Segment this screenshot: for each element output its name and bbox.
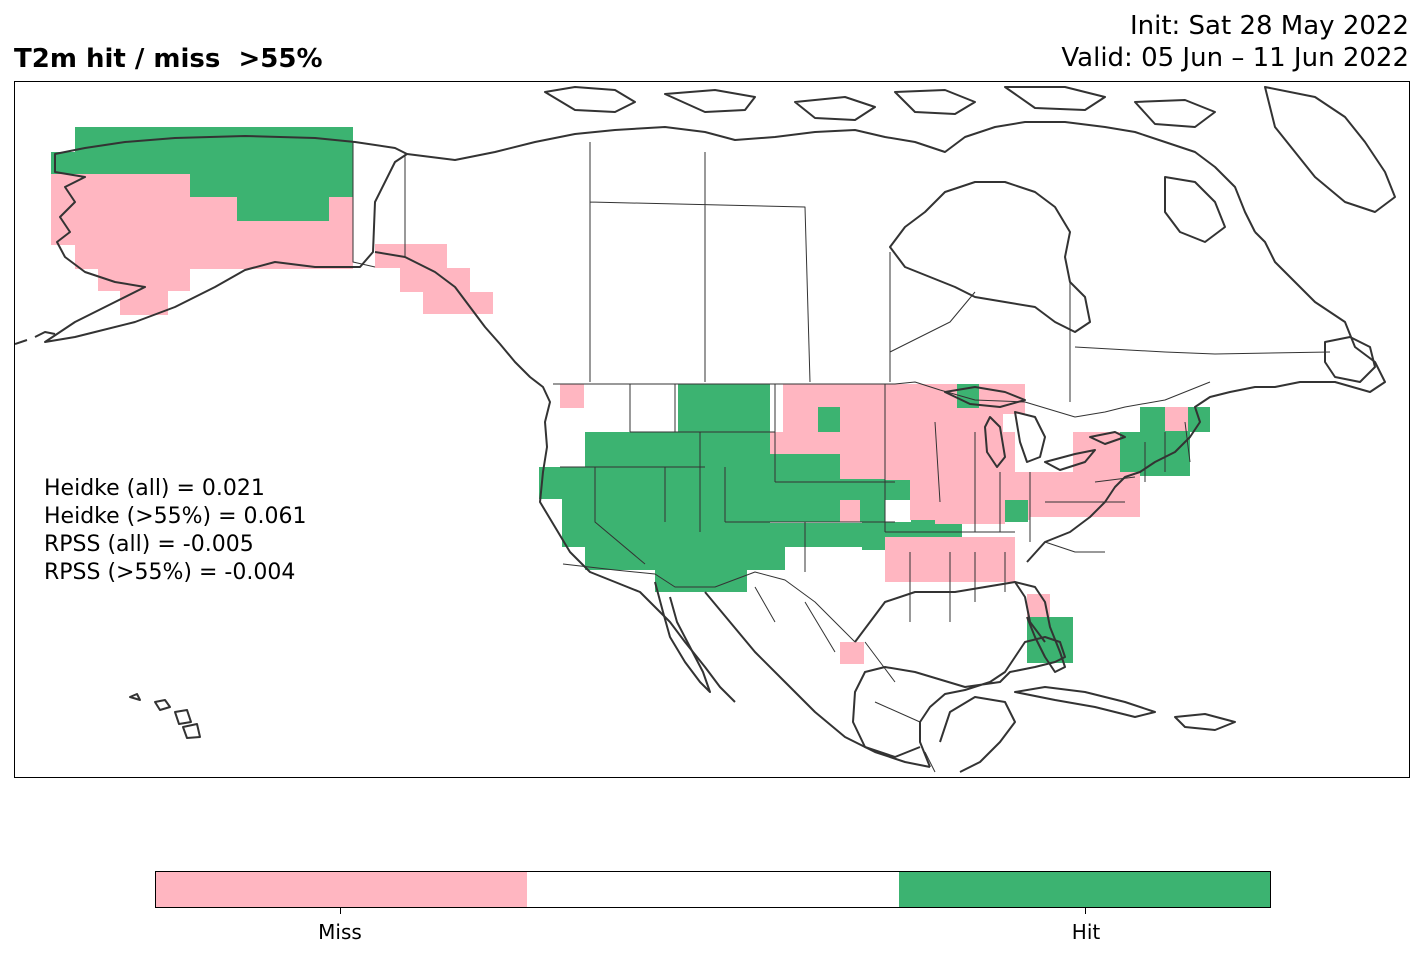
hit-cell bbox=[539, 467, 770, 499]
legend-hit-tick bbox=[1085, 908, 1086, 914]
hispaniola-coast bbox=[1174, 713, 1236, 731]
hudson-bay-coast bbox=[889, 181, 1091, 333]
hit-cell bbox=[75, 127, 353, 152]
skill-scores: Heidke (all) = 0.021 Heidke (>55%) = 0.0… bbox=[44, 475, 307, 587]
legend-hit-label: Hit bbox=[1071, 920, 1101, 944]
pacific-coast bbox=[374, 251, 736, 703]
heidke-55: Heidke (>55%) = 0.061 bbox=[44, 504, 307, 529]
miss-cell bbox=[935, 502, 1005, 524]
arctic-islands bbox=[544, 86, 1396, 213]
rpss-all: RPSS (all) = -0.005 bbox=[44, 532, 254, 557]
map-panel bbox=[14, 81, 1410, 778]
yucatan-coast bbox=[939, 696, 1016, 773]
miss-cell bbox=[51, 221, 353, 245]
legend-miss-tick bbox=[340, 908, 341, 914]
heidke-all: Heidke (all) = 0.021 bbox=[44, 476, 265, 501]
date-info: Init: Sat 28 May 2022 Valid: 05 Jun – 11… bbox=[1061, 10, 1409, 74]
alaska-coast bbox=[44, 135, 408, 343]
miss-cell bbox=[840, 642, 864, 664]
hit-cell bbox=[655, 570, 747, 592]
miss-cell bbox=[560, 384, 584, 408]
hit-cell bbox=[585, 547, 785, 570]
hit-cell bbox=[237, 199, 329, 221]
legend-miss-swatch bbox=[156, 872, 528, 907]
newfoundland-coast bbox=[1324, 336, 1376, 383]
baja-coast bbox=[654, 581, 711, 693]
canada-province-borders bbox=[404, 142, 1331, 402]
miss-cell bbox=[51, 197, 237, 221]
cuba-coast bbox=[1014, 686, 1156, 718]
atlantic-coast bbox=[1026, 231, 1386, 563]
miss-cell bbox=[98, 269, 190, 291]
rpss-55: RPSS (>55%) = -0.004 bbox=[44, 560, 296, 585]
legend-miss-label: Miss bbox=[318, 920, 362, 944]
hawaii-islands bbox=[129, 693, 201, 739]
aleutian-islands bbox=[15, 331, 56, 345]
legend-colorbar bbox=[155, 871, 1271, 908]
us-canada-border bbox=[553, 381, 1211, 418]
miss-cell bbox=[1015, 472, 1140, 517]
miss-cell bbox=[840, 500, 860, 522]
legend-hit-swatch bbox=[898, 872, 1270, 907]
miss-cell bbox=[935, 547, 975, 572]
map-title: T2m hit / miss >55% bbox=[14, 44, 323, 74]
gulf-coast bbox=[852, 636, 1066, 768]
legend-neutral-swatch bbox=[527, 872, 899, 907]
miss-cell bbox=[423, 292, 493, 314]
us-state-borders bbox=[560, 384, 1191, 622]
great-lakes bbox=[944, 386, 1126, 471]
hit-cell bbox=[1005, 500, 1028, 522]
hit-cell bbox=[190, 174, 353, 199]
alaska-border bbox=[352, 142, 376, 268]
valid-range: Valid: 05 Jun – 11 Jun 2022 bbox=[1061, 43, 1409, 73]
hit-cell bbox=[562, 499, 770, 523]
miss-cell bbox=[51, 174, 190, 197]
arctic-coast bbox=[406, 121, 1256, 233]
miss-cell bbox=[75, 245, 353, 269]
miss-cell bbox=[375, 244, 447, 268]
north-america-map bbox=[15, 86, 1396, 773]
miss-cell bbox=[1165, 407, 1188, 431]
hit-cell bbox=[678, 384, 770, 432]
miss-cell bbox=[329, 197, 353, 221]
hit-cell bbox=[862, 522, 886, 546]
us-mexico-border bbox=[562, 563, 856, 643]
hit-cell bbox=[818, 407, 840, 432]
init-date: Init: Sat 28 May 2022 bbox=[1129, 11, 1409, 41]
gulf-us-coast bbox=[854, 581, 1046, 643]
hit-cell bbox=[585, 432, 770, 467]
baffin-coast bbox=[1164, 176, 1226, 243]
miss-cell bbox=[770, 432, 885, 454]
florida-coast bbox=[1014, 581, 1066, 673]
miss-cell bbox=[885, 432, 1015, 480]
miss-cell bbox=[1003, 384, 1025, 414]
mexico-state-borders bbox=[754, 586, 936, 773]
hit-cell bbox=[562, 523, 862, 547]
mexico-coast bbox=[704, 591, 931, 768]
